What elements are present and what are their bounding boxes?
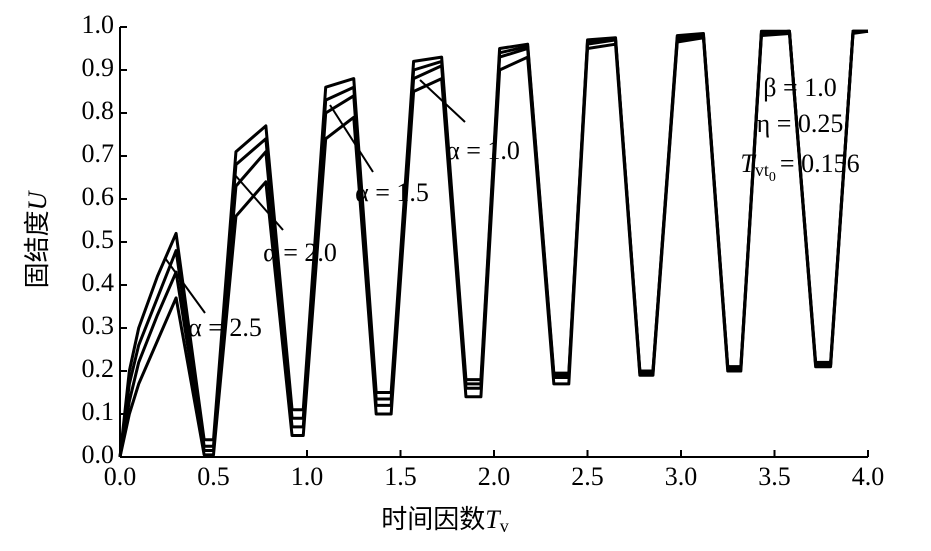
y-axis-label: 固结度U <box>23 189 52 288</box>
x-label-sub: v <box>500 516 509 536</box>
x-label-symbol: T <box>485 505 501 534</box>
leader-line <box>329 104 374 173</box>
y-label-symbol: U <box>23 189 52 210</box>
x-tick-label: 3.0 <box>665 462 698 491</box>
x-tick-label: 0.0 <box>104 462 137 491</box>
x-tick-label: 4.0 <box>852 462 885 491</box>
x-label-text: 时间因数 <box>381 505 485 534</box>
series-label: α = 1.0 <box>446 136 520 165</box>
series-label: α = 1.5 <box>355 178 429 207</box>
annotation: η = 0.25 <box>757 109 844 138</box>
y-tick-label: 0.2 <box>82 354 115 383</box>
series-label: α = 2.0 <box>263 238 337 267</box>
y-tick-label: 0.3 <box>82 311 115 340</box>
y-tick-label: 0.9 <box>82 53 115 82</box>
x-tick-label: 2.0 <box>478 462 511 491</box>
x-tick-label: 3.5 <box>758 462 791 491</box>
param-value: = 0.156 <box>780 149 860 178</box>
leader-line <box>164 257 206 314</box>
param-sub: vt <box>755 160 769 180</box>
x-tick-label: 1.0 <box>291 462 324 491</box>
y-tick-label: 0.0 <box>82 440 115 469</box>
y-tick-label: 0.8 <box>82 96 115 125</box>
x-tick-label: 0.5 <box>197 462 230 491</box>
y-tick-label: 0.5 <box>82 225 115 254</box>
y-tick-label: 1.0 <box>82 10 115 39</box>
y-label-text: 固结度 <box>23 210 52 288</box>
series-label: α = 2.5 <box>188 313 262 342</box>
series-line <box>118 29 869 458</box>
y-tick-label: 0.6 <box>82 182 115 211</box>
y-tick-label: 0.4 <box>82 268 115 297</box>
annotation: β = 1.0 <box>763 73 836 102</box>
y-tick-label: 0.1 <box>82 397 115 426</box>
y-tick-label: 0.7 <box>82 139 115 168</box>
param-subsub: 0 <box>769 170 776 185</box>
x-axis-label: 时间因数Tv <box>381 505 508 536</box>
x-tick-label: 2.5 <box>571 462 604 491</box>
x-tick-label: 1.5 <box>384 462 417 491</box>
